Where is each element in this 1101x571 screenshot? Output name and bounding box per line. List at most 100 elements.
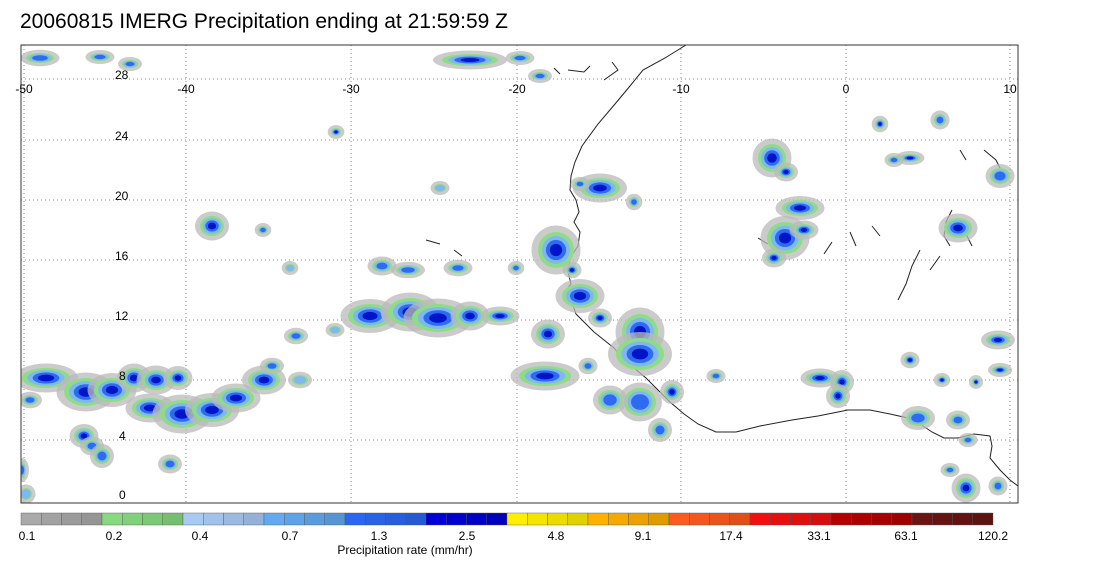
colorbar-tick: 63.1 — [894, 529, 918, 543]
precip-cell — [648, 418, 672, 442]
lat-label: 8 — [119, 369, 126, 383]
colorbar-swatch — [466, 512, 487, 526]
lat-label: 16 — [115, 249, 129, 263]
precip-cell — [254, 223, 272, 237]
precip-cell — [625, 193, 643, 211]
colorbar-swatch — [20, 512, 42, 526]
colorbar-swatch — [952, 512, 973, 526]
colorbar-swatch — [790, 512, 811, 526]
precip-cell — [826, 384, 850, 408]
precip-cell — [367, 256, 397, 276]
colorbar-tick: 120.2 — [978, 529, 1008, 543]
precip-cell — [21, 391, 42, 409]
colorbar-swatch — [122, 512, 143, 526]
colorbar-swatch — [648, 512, 670, 526]
colorbar-swatch — [142, 512, 163, 526]
precip-cell — [930, 110, 950, 130]
precip-cell — [608, 332, 672, 376]
precip-cell — [430, 181, 450, 195]
colorbar-swatch — [284, 512, 305, 526]
precip-cell — [900, 351, 920, 369]
colorbar-swatch — [628, 512, 649, 526]
precip-cell — [969, 375, 983, 389]
precip-cell — [593, 385, 627, 415]
precip-cell — [327, 125, 345, 139]
precip-cell — [480, 306, 520, 326]
precip-cell — [555, 279, 605, 313]
lon-label: -40 — [177, 82, 195, 96]
colorbar-swatch — [61, 512, 82, 526]
lat-label: 4 — [119, 429, 126, 443]
colorbar-swatch — [749, 512, 771, 526]
precip-cell — [443, 259, 473, 277]
precip-cell — [505, 51, 535, 65]
colorbar-swatch — [81, 512, 103, 526]
precip-cell — [578, 357, 598, 375]
colorbar-swatch — [891, 512, 913, 526]
colorbar-swatch — [567, 512, 589, 526]
colorbar-swatch — [385, 512, 406, 526]
precip-cell — [195, 211, 229, 241]
colorbar-swatch — [871, 512, 892, 526]
colorbar-swatch — [830, 512, 852, 526]
colorbar-tick: 17.4 — [719, 529, 743, 543]
colorbar-swatch — [547, 512, 568, 526]
colorbar-swatch — [486, 512, 508, 526]
colorbar-swatch — [851, 512, 872, 526]
precip-cell — [789, 220, 819, 240]
colorbar-swatch — [932, 512, 953, 526]
precip-cell — [528, 69, 552, 83]
colorbar-swatch — [506, 512, 528, 526]
precip-cell — [951, 473, 981, 503]
precip-cell — [531, 225, 581, 275]
precip-cell — [325, 323, 345, 337]
colorbar-tick: 0.7 — [282, 529, 299, 543]
colorbar-swatch — [324, 512, 346, 526]
colorbar-swatch — [527, 512, 548, 526]
colorbar-swatch — [709, 512, 730, 526]
lon-label: 10 — [1003, 82, 1017, 96]
precip-cell — [800, 368, 840, 388]
precip-cell — [90, 444, 114, 468]
precip-cell — [762, 248, 786, 268]
precip-cell — [958, 433, 978, 447]
precip-cell — [988, 363, 1012, 377]
precip-cell — [933, 373, 951, 387]
precip-cell — [158, 454, 182, 474]
colorbar-swatch — [344, 512, 366, 526]
precip-cell — [284, 327, 308, 345]
precip-cell — [946, 410, 970, 430]
precip-cell — [774, 162, 798, 182]
lat-label: 28 — [115, 68, 129, 82]
precip-cell — [570, 177, 590, 191]
colorbar-tick: 0.4 — [192, 529, 209, 543]
precip-cell — [981, 330, 1015, 350]
colorbar-swatch — [972, 512, 994, 526]
lon-label: -10 — [672, 82, 690, 96]
colorbar-swatch — [223, 512, 244, 526]
precip-cell — [871, 115, 889, 133]
colorbar-swatch — [162, 512, 184, 526]
precip-cell — [531, 319, 565, 349]
precip-cell — [21, 484, 36, 503]
colorbar-tick: 4.8 — [548, 529, 565, 543]
precip-cell — [938, 213, 978, 243]
precip-cell — [988, 476, 1008, 496]
lat-label: 20 — [115, 189, 129, 203]
colorbar-swatch — [365, 512, 386, 526]
precip-cell — [985, 164, 1015, 188]
map-frame — [20, 44, 1019, 504]
lat-label: 24 — [115, 129, 129, 143]
precip-cell — [940, 463, 960, 477]
precip-cell — [260, 357, 284, 375]
colorbar-swatch — [810, 512, 832, 526]
precip-cell — [163, 366, 193, 390]
colorbar-swatch — [911, 512, 933, 526]
colorbar-label: Precipitation rate (mm/hr) — [337, 543, 472, 557]
colorbar-swatch — [446, 512, 467, 526]
colorbar-tick: 0.2 — [106, 529, 123, 543]
colorbar-tick: 2.5 — [459, 529, 476, 543]
colorbar-swatch — [41, 512, 62, 526]
colorbar-swatch — [405, 512, 427, 526]
